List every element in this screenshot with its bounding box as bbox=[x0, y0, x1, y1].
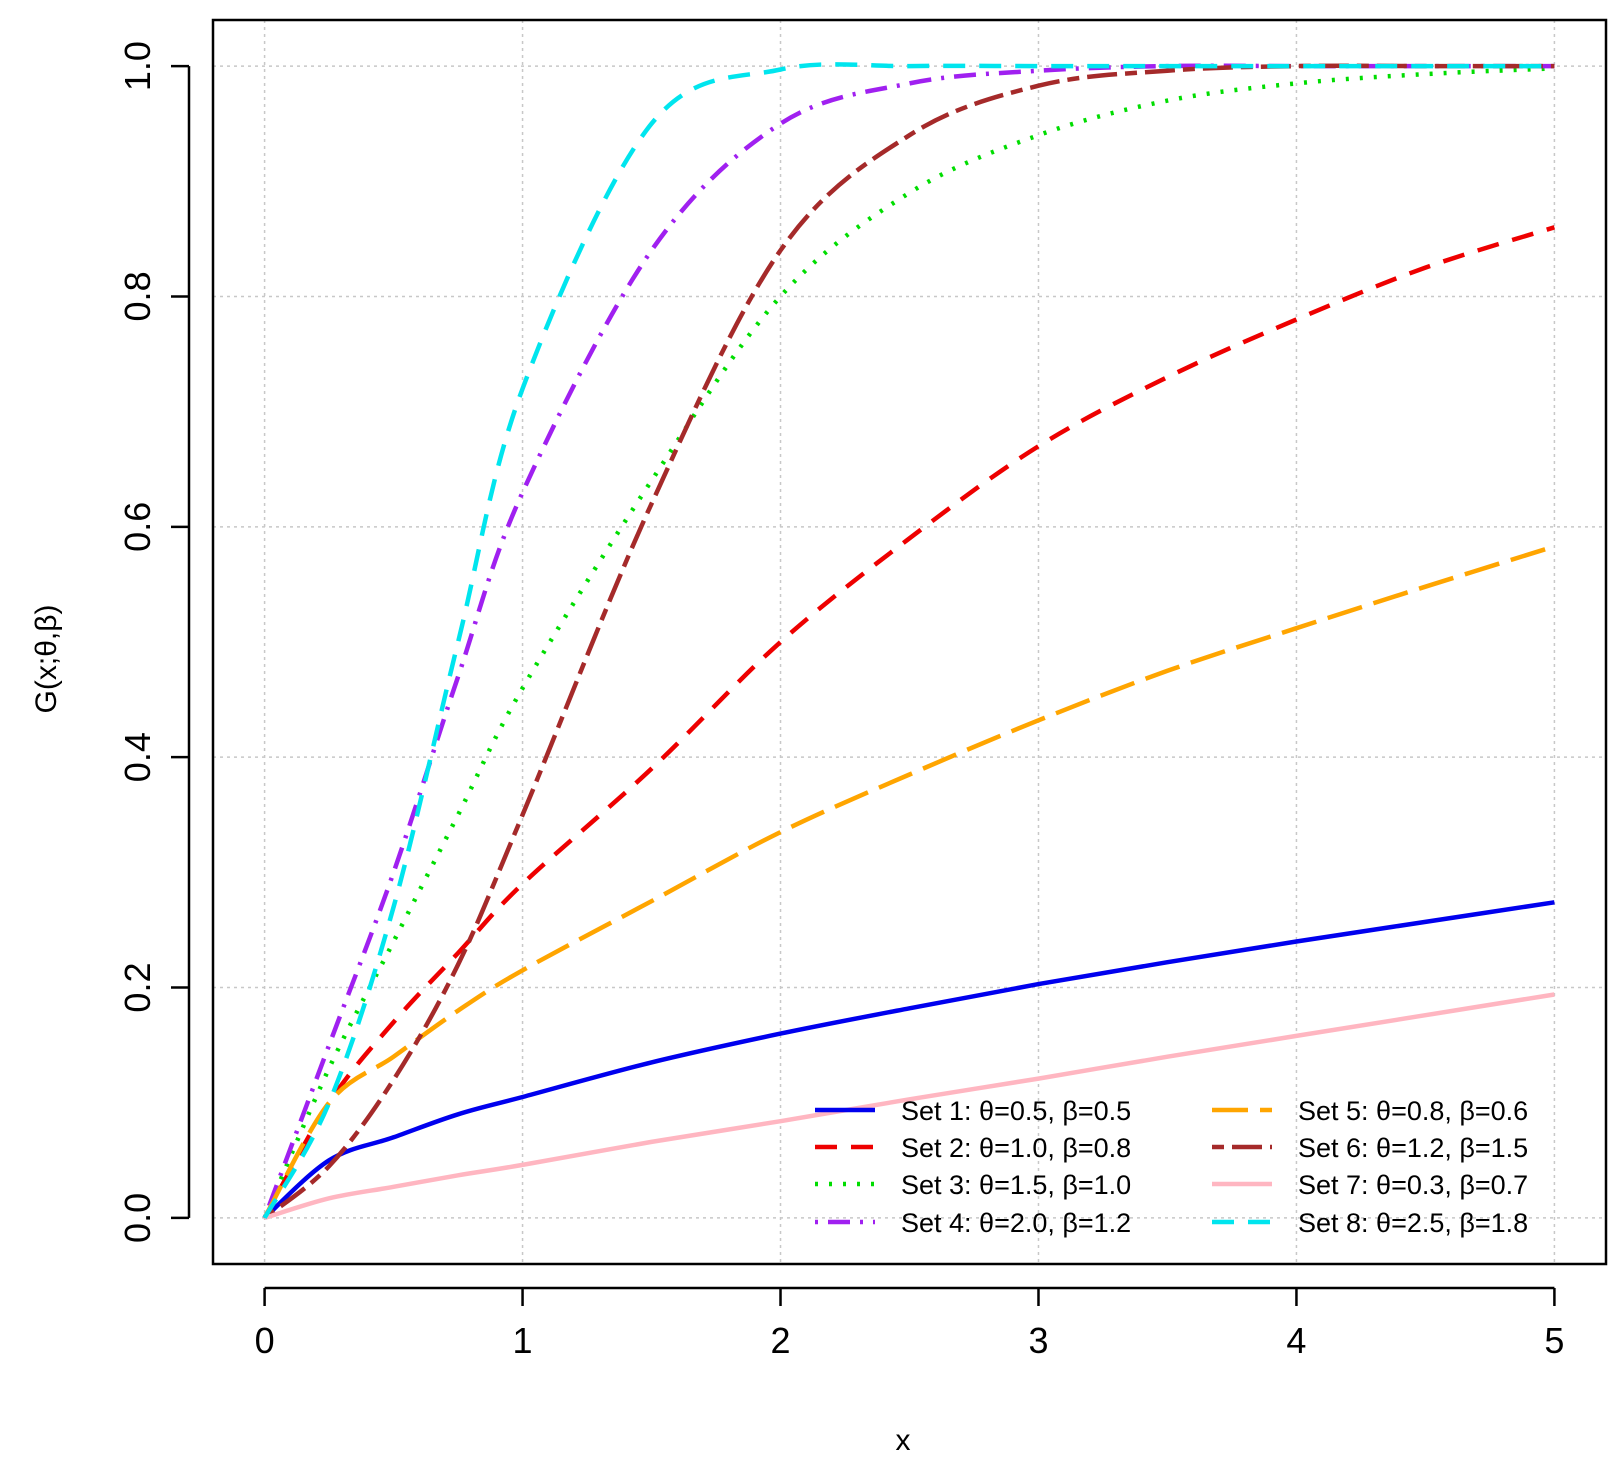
legend-label-set-3: Set 3: θ=1.5, β=1.0 bbox=[901, 1170, 1131, 1200]
series-line-set-1 bbox=[263, 900, 1555, 1220]
plot-frame bbox=[211, 18, 1608, 1266]
legend-label-set-6: Set 6: θ=1.2, β=1.5 bbox=[1298, 1133, 1528, 1163]
series-line-set-8 bbox=[262, 62, 1555, 1219]
x-tick-label-3: 3 bbox=[1028, 1320, 1048, 1361]
x-tick-label-5: 5 bbox=[1544, 1320, 1564, 1361]
x-tick-label-4: 4 bbox=[1286, 1320, 1306, 1361]
y-axis-title: G(x;θ,β) bbox=[30, 605, 63, 714]
legend-label-set-8: Set 8: θ=2.5, β=1.8 bbox=[1298, 1208, 1528, 1238]
y-tick-label-5: 1.0 bbox=[117, 41, 158, 91]
y-tick-label-0: 0.0 bbox=[117, 1193, 158, 1243]
series-line-set-5 bbox=[262, 544, 1556, 1219]
y-axis: 0.0 0.2 0.4 0.6 0.8 1.0 bbox=[117, 41, 191, 1243]
legend-label-set-7: Set 7: θ=0.3, β=0.7 bbox=[1298, 1170, 1528, 1200]
legend-label-set-1: Set 1: θ=0.5, β=0.5 bbox=[901, 1096, 1131, 1126]
y-tick-label-3: 0.6 bbox=[117, 502, 158, 552]
x-tick-label-2: 2 bbox=[771, 1320, 791, 1361]
y-tick-label-1: 0.2 bbox=[117, 963, 158, 1013]
y-tick-label-4: 0.8 bbox=[117, 271, 158, 321]
x-tick-label-1: 1 bbox=[513, 1320, 533, 1361]
legend-label-set-4: Set 4: θ=2.0, β=1.2 bbox=[901, 1208, 1131, 1238]
legend: Set 1: θ=0.5, β=0.5 Set 2: θ=1.0, β=0.8 Se… bbox=[815, 1096, 1528, 1238]
x-axis: 0 1 2 3 4 5 bbox=[255, 1286, 1564, 1361]
legend-label-set-5: Set 5: θ=0.8, β=0.6 bbox=[1298, 1096, 1528, 1126]
series-line-set-2 bbox=[262, 225, 1556, 1219]
y-tick-label-2: 0.4 bbox=[117, 732, 158, 782]
x-tick-label-0: 0 bbox=[255, 1320, 275, 1361]
legend-label-set-2: Set 2: θ=1.0, β=0.8 bbox=[901, 1133, 1131, 1163]
series-layer bbox=[262, 62, 1556, 1221]
x-axis-title: x bbox=[896, 1424, 911, 1457]
